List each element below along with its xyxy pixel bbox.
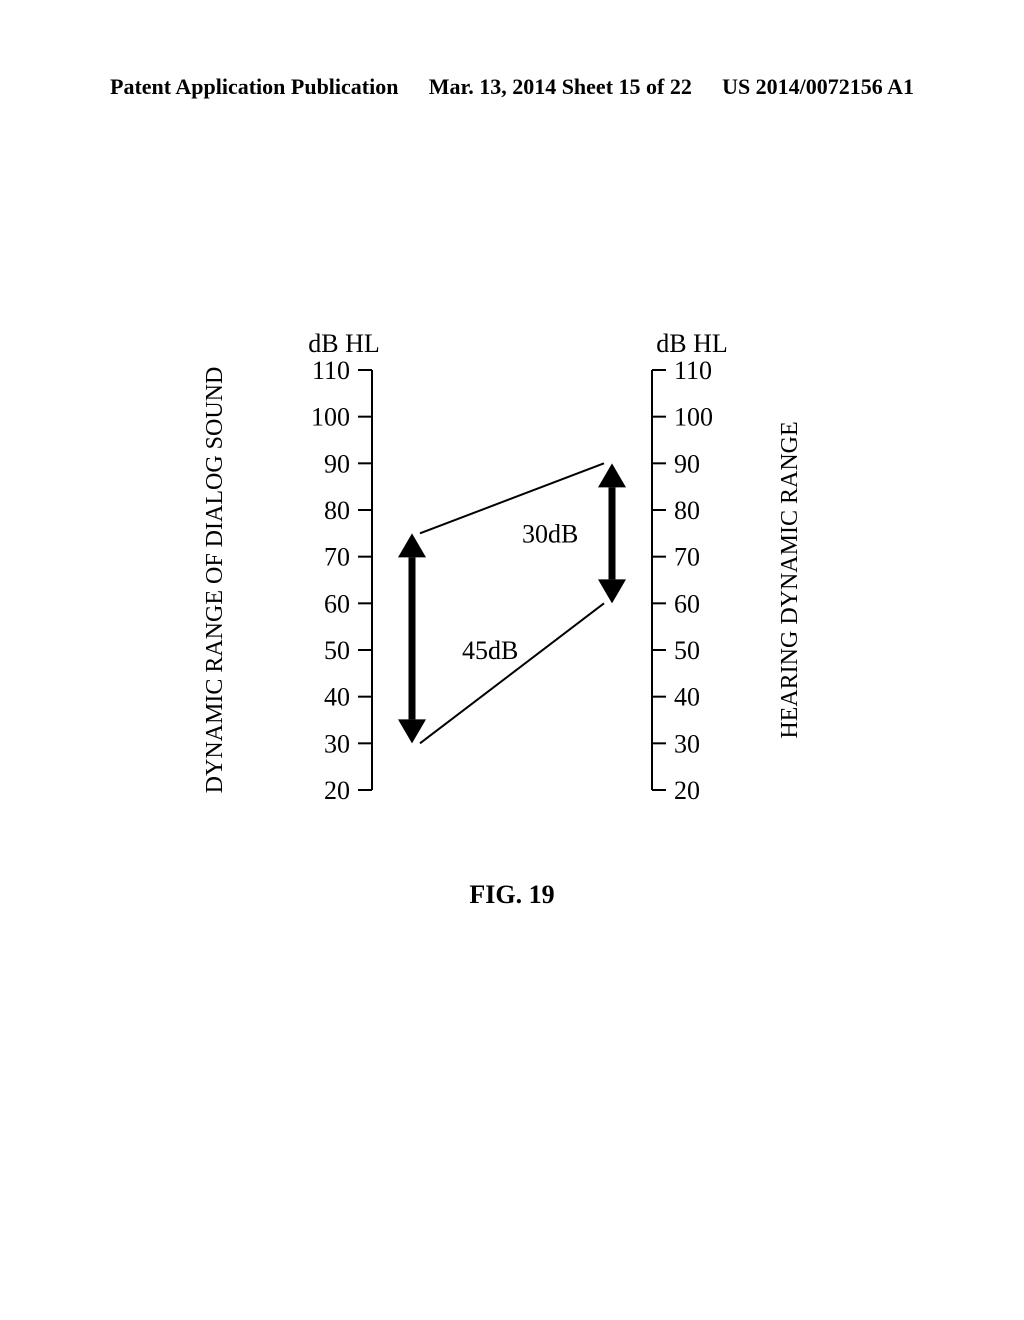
svg-text:dB HL: dB HL [308, 329, 380, 358]
svg-text:70: 70 [324, 543, 350, 572]
svg-text:30: 30 [674, 729, 700, 758]
svg-text:20: 20 [324, 776, 350, 805]
svg-text:60: 60 [324, 589, 350, 618]
svg-text:20: 20 [674, 776, 700, 805]
page-header: Patent Application Publication Mar. 13, … [0, 74, 1024, 100]
svg-text:HEARING DYNAMIC RANGE: HEARING DYNAMIC RANGE [777, 421, 803, 738]
svg-text:90: 90 [324, 449, 350, 478]
svg-text:DYNAMIC RANGE OF DIALOG SOUND: DYNAMIC RANGE OF DIALOG SOUND [202, 367, 228, 794]
svg-text:40: 40 [674, 683, 700, 712]
header-center: Mar. 13, 2014 Sheet 15 of 22 [429, 74, 692, 100]
svg-text:60: 60 [674, 589, 700, 618]
svg-text:90: 90 [674, 449, 700, 478]
svg-text:110: 110 [312, 356, 350, 385]
diagram-container: 110 100 90 80 70 60 50 40 30 20 dB HL DYNAMIC RANGE… [202, 300, 822, 845]
svg-text:dB HL: dB HL [656, 329, 728, 358]
svg-text:45dB: 45dB [462, 636, 518, 665]
svg-text:50: 50 [324, 636, 350, 665]
svg-text:80: 80 [674, 496, 700, 525]
svg-text:30: 30 [324, 729, 350, 758]
svg-text:110: 110 [674, 356, 712, 385]
figure-caption: FIG. 19 [469, 880, 554, 910]
svg-text:50: 50 [674, 636, 700, 665]
header-left: Patent Application Publication [110, 74, 398, 100]
header-right: US 2014/0072156 A1 [722, 74, 914, 100]
svg-text:100: 100 [674, 403, 713, 432]
svg-text:100: 100 [311, 403, 350, 432]
svg-text:40: 40 [324, 683, 350, 712]
svg-text:30dB: 30dB [522, 519, 578, 548]
diagram-svg: 110 100 90 80 70 60 50 40 30 20 dB HL DYNAMIC RANGE… [202, 300, 822, 840]
svg-text:70: 70 [674, 543, 700, 572]
svg-text:80: 80 [324, 496, 350, 525]
